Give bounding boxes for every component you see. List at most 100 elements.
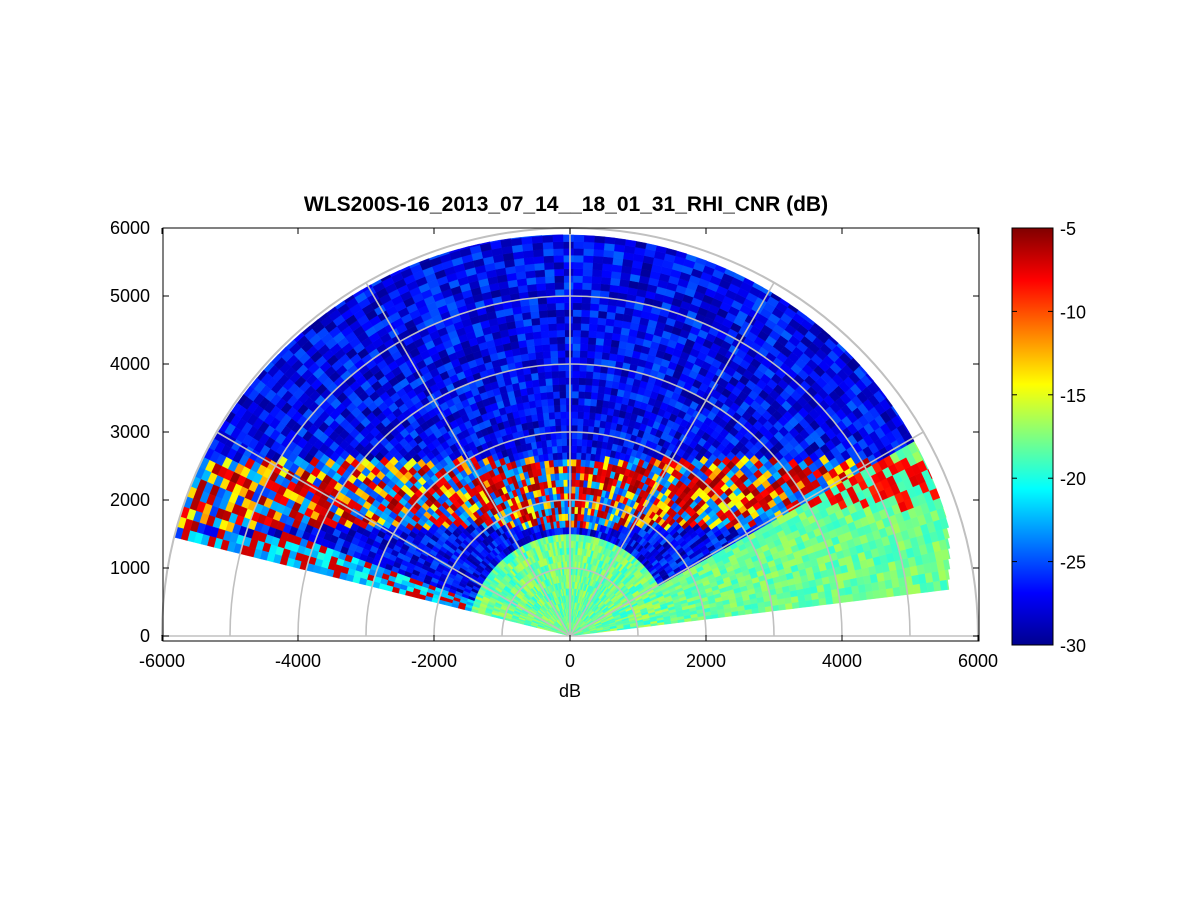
cnr-cell <box>601 400 610 409</box>
cnr-cell <box>563 261 574 270</box>
cnr-cell <box>555 302 565 311</box>
cnr-cell <box>546 398 555 407</box>
cnr-cell <box>564 343 573 351</box>
cnr-cell <box>579 336 589 345</box>
cnr-cell <box>582 268 593 277</box>
cnr-cell <box>576 431 583 440</box>
cnr-cell <box>521 243 534 252</box>
cnr-cell <box>570 513 575 521</box>
cnr-cell <box>535 283 547 292</box>
cnr-cell <box>554 411 561 420</box>
cnr-cell <box>572 329 581 338</box>
cnr-cell <box>572 336 581 345</box>
cnr-cell <box>530 372 539 381</box>
cnr-cell <box>531 235 543 244</box>
cnr-cell <box>610 387 619 396</box>
cnr-cell <box>540 330 550 339</box>
cnr-cell <box>572 302 582 311</box>
cnr-cell <box>571 418 578 426</box>
cnr-cell <box>527 352 537 361</box>
cnr-cell <box>557 465 564 474</box>
cnr-cell <box>584 384 593 393</box>
cnr-cell <box>542 350 551 359</box>
cnr-cell <box>570 526 575 535</box>
cnr-cell <box>576 425 584 433</box>
cnr-cell <box>543 255 554 264</box>
cnr-cell <box>805 599 814 608</box>
cnr-cell <box>563 492 568 501</box>
cnr-cell <box>572 343 581 351</box>
cnr-cell <box>558 384 566 392</box>
cnr-cell <box>570 533 574 542</box>
cnr-cell <box>542 241 554 250</box>
cnr-cell <box>534 269 546 278</box>
cnr-cell <box>614 237 626 246</box>
cnr-cell <box>558 377 566 385</box>
cnr-cell <box>541 234 554 243</box>
cnr-cell <box>605 373 615 382</box>
cnr-cell <box>546 391 554 400</box>
cnr-cell <box>564 323 573 331</box>
cnr-cell <box>591 276 602 284</box>
cnr-cell <box>564 336 573 344</box>
cnr-cell <box>530 317 541 326</box>
cnr-cell <box>573 254 584 263</box>
cnr-cell <box>602 256 614 265</box>
cnr-cell <box>547 405 555 413</box>
cnr-cell <box>572 275 583 283</box>
cnr-cell <box>550 439 557 447</box>
cnr-cell <box>590 282 602 291</box>
cnr-cell <box>575 459 582 467</box>
cnr-cell <box>561 452 568 460</box>
cnr-cell <box>542 412 550 421</box>
cnr-cell <box>571 465 577 474</box>
cnr-cell <box>534 344 543 353</box>
cnr-cell <box>570 561 573 569</box>
cnr-cell <box>571 431 578 440</box>
cnr-cell <box>522 249 534 259</box>
cnr-cell <box>535 406 543 415</box>
cnr-cell <box>585 452 592 461</box>
cnr-cell <box>572 322 582 331</box>
cnr-cell <box>564 357 573 365</box>
cnr-cell <box>563 295 574 304</box>
cnr-cell <box>590 391 598 400</box>
cnr-cell <box>605 318 615 327</box>
cnr-cell <box>593 242 605 251</box>
cnr-cell <box>577 397 585 406</box>
cnr-cell <box>563 486 568 494</box>
cnr-cell <box>600 413 608 422</box>
cnr-cell <box>572 268 584 277</box>
cnr-cell <box>562 248 574 256</box>
cnr-cell <box>596 392 605 401</box>
cnr-cell <box>562 479 568 487</box>
cnr-cell <box>524 332 534 341</box>
cnr-cell <box>551 445 558 454</box>
cnr-cell <box>554 418 562 426</box>
cnr-cell <box>573 513 578 521</box>
cnr-cell <box>583 398 591 406</box>
cnr-cell <box>554 295 565 304</box>
cnr-cell <box>572 261 584 270</box>
cnr-cell <box>548 418 556 427</box>
cnr-cell <box>531 379 540 388</box>
cnr-cell <box>556 329 566 338</box>
cnr-cell <box>565 377 573 385</box>
cnr-cell <box>571 404 579 412</box>
cnr-cell <box>560 418 567 426</box>
cnr-cell <box>545 282 556 291</box>
cnr-cell <box>572 288 583 297</box>
cnr-cell <box>547 323 557 331</box>
cnr-cell <box>593 419 601 428</box>
cnr-cell <box>578 486 584 494</box>
cnr-cell <box>594 344 604 353</box>
cnr-cell <box>541 405 549 414</box>
cnr-cell <box>529 304 539 313</box>
chart-title: WLS200S-16_2013_07_14__18_01_31_RHI_CNR … <box>304 193 828 216</box>
cnr-cell <box>599 372 608 381</box>
cnr-cell <box>589 398 598 407</box>
cnr-cell <box>539 385 547 394</box>
cnr-cell <box>529 310 540 320</box>
cnr-cell <box>532 331 542 340</box>
